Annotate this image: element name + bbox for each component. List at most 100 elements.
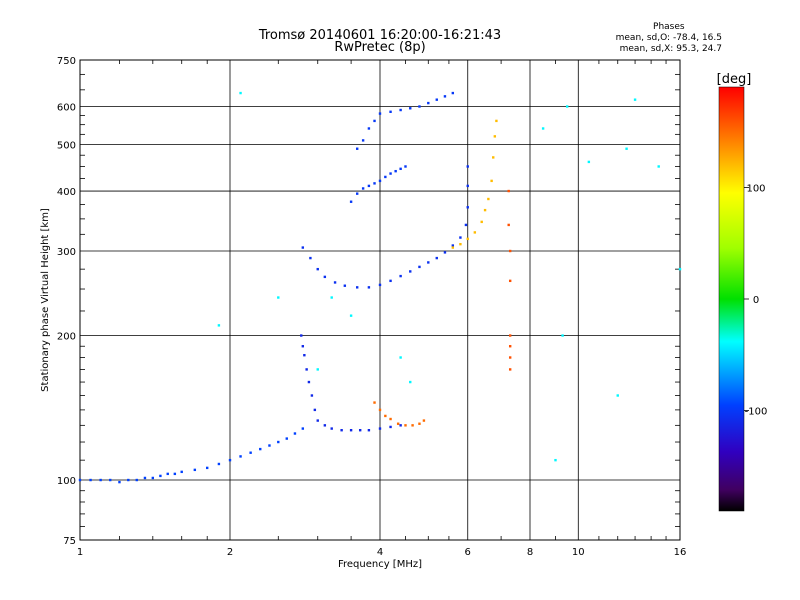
data-point [389,172,392,175]
colorbar-label: [deg] [717,72,752,87]
data-point [487,197,490,201]
data-point [466,206,469,209]
data-point [268,444,271,447]
data-point [217,324,221,327]
x-axis-label: Frequency [MHz] [338,559,422,570]
data-point [422,419,426,422]
data-point [239,455,242,458]
data-point [409,380,412,384]
data-point [451,244,455,247]
data-point [355,192,359,195]
y-tick-label: 100 [57,476,76,487]
data-point [384,175,387,179]
data-point [239,91,242,95]
data-point [333,281,337,284]
data-point [151,476,155,480]
data-point [143,476,147,480]
data-point [411,424,414,427]
data-point [301,427,305,430]
data-point [378,112,382,115]
data-point [78,478,82,482]
data-point [409,107,412,110]
data-point [277,296,280,299]
colorbar [718,86,745,512]
data-point [389,279,392,283]
data-point [389,425,392,429]
data-point [508,334,512,337]
data-point [313,408,317,412]
phases-o-line: mean, sd,O: -78.4, 16.5 [615,33,722,43]
data-point [378,427,382,430]
data-point [277,440,280,444]
data-point [378,283,382,287]
data-point [361,187,365,190]
data-point [587,160,591,164]
data-point [451,246,455,249]
data-point [316,419,319,422]
data-point [305,368,308,371]
data-point [466,237,469,241]
data-point [451,91,455,95]
data-point [418,422,421,425]
x-tick-label: 1 [77,547,83,558]
data-point [109,478,112,482]
data-point [378,179,382,183]
data-point [466,165,469,168]
data-point [330,427,333,430]
data-point [565,105,569,108]
data-point [493,135,497,138]
chart-subtitle: RwPretec (8p) [334,40,426,55]
y-tick-label: 200 [57,332,76,343]
data-point [193,468,197,472]
data-point [159,474,162,478]
data-point [418,105,421,108]
data-point [507,189,510,193]
data-point [508,345,512,348]
data-point [508,279,512,283]
data-point [323,275,327,279]
data-point [378,408,382,412]
data-point [217,462,221,466]
data-point [616,394,619,397]
data-point [492,156,495,159]
data-point [389,110,392,113]
data-point [358,429,362,432]
data-point [483,208,487,212]
data-point [399,167,402,171]
data-point [166,472,169,476]
data-point [427,101,430,105]
data-point [473,231,477,234]
data-point [180,470,183,474]
grid-lines [80,60,680,540]
data-point [259,447,262,451]
data-point [300,334,303,337]
data-point [303,353,306,357]
data-point [355,286,359,289]
data-point [427,261,430,264]
data-point [361,139,365,142]
data-point [367,127,371,130]
colorbar-tick-label: -100 [745,407,768,418]
x-tick-label: 8 [527,547,533,558]
data-point [118,480,121,484]
colorbar-ticks: 100 0 -100 [744,183,768,418]
data-point [307,380,311,384]
data-point [389,417,392,421]
data-point [435,98,438,101]
data-point [418,265,421,269]
y-tick-label: 75 [63,536,76,547]
data-point [541,127,545,130]
x-tick-label: 10 [572,547,585,558]
phases-title: Phases [653,22,685,32]
data-point [293,432,297,435]
data-point [349,314,353,317]
chart-title: Tromsø 20140601 16:20:00-16:21:43 [258,28,502,43]
data-point [399,424,402,427]
data-point [508,368,512,371]
data-point [399,356,402,359]
data-point [678,267,682,271]
data-point [349,429,353,432]
data-point [343,284,347,287]
plot-frame [79,59,681,541]
data-point [625,147,628,150]
